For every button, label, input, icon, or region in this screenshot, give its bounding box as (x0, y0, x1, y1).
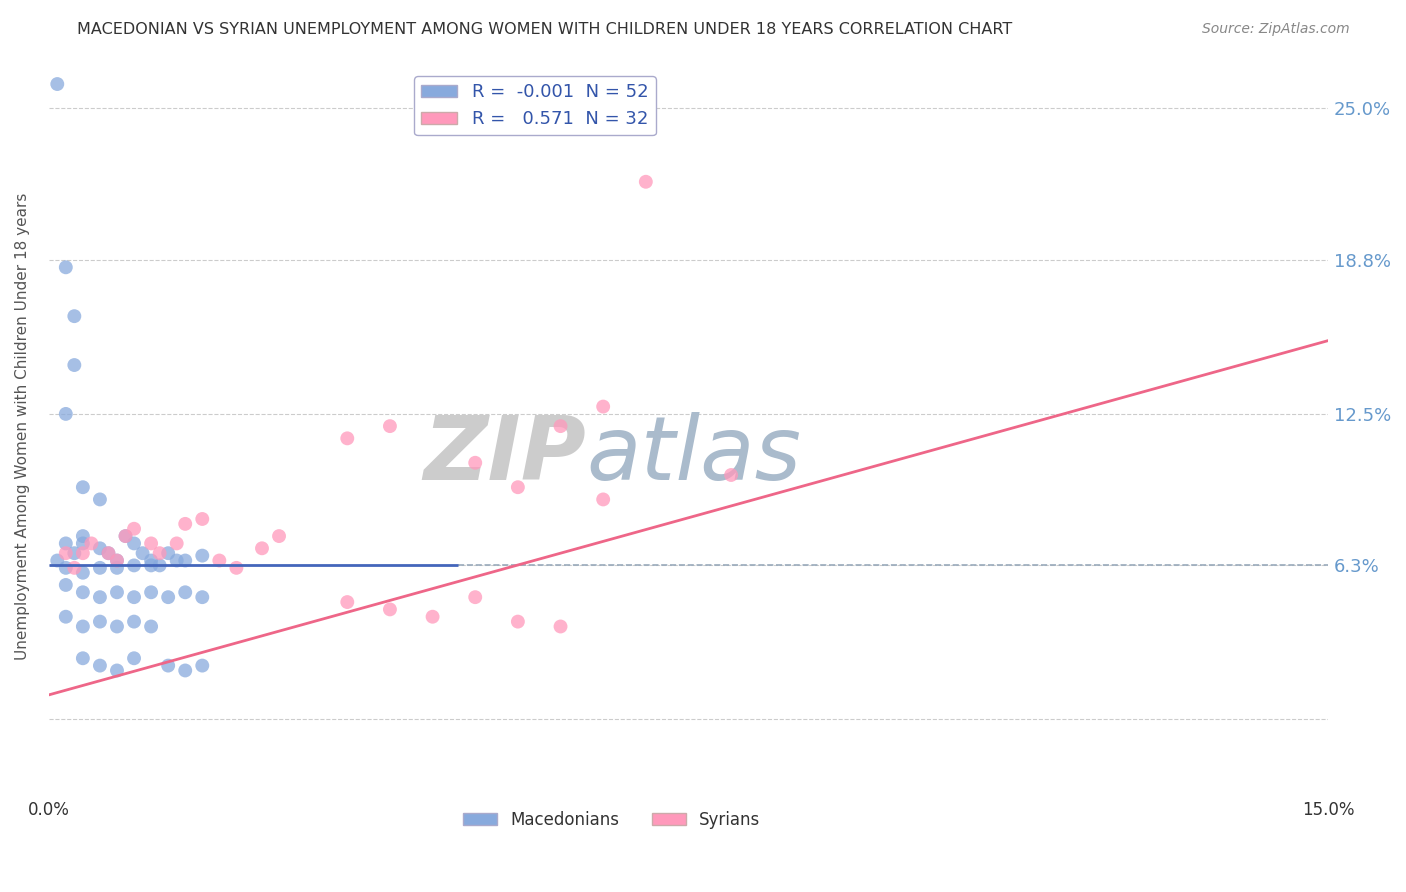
Point (55, 536, 77, 550)
Point (139, 536, 162, 550)
Point (105, 561, 128, 575)
Point (122, 590, 145, 604)
Point (89, 561, 111, 575)
Point (122, 558, 145, 573)
Point (174, 553, 197, 567)
Point (506, 615, 529, 629)
Point (139, 619, 162, 633)
Point (55, 609, 77, 624)
Point (592, 400, 614, 414)
Point (191, 549, 214, 563)
Point (422, 609, 444, 624)
Point (208, 553, 231, 567)
Point (149, 546, 172, 560)
Point (105, 585, 128, 599)
Point (46, 77, 69, 91)
Legend: Macedonians, Syrians: Macedonians, Syrians (457, 805, 766, 836)
Point (174, 664, 197, 678)
Point (157, 546, 180, 560)
Point (63, 546, 86, 560)
Point (80, 536, 103, 550)
Point (157, 658, 180, 673)
Point (105, 553, 128, 567)
Point (105, 553, 128, 567)
Point (157, 590, 180, 604)
Point (122, 615, 145, 629)
Point (55, 260, 77, 275)
Point (63, 561, 86, 575)
Point (72, 546, 94, 560)
Point (336, 595, 359, 609)
Point (63, 309, 86, 323)
Point (336, 431, 359, 445)
Point (46, 553, 69, 567)
Point (72, 585, 94, 599)
Point (89, 492, 111, 507)
Point (592, 492, 614, 507)
Point (378, 602, 401, 616)
Point (191, 658, 214, 673)
Point (149, 558, 172, 573)
Point (122, 536, 145, 550)
Point (166, 536, 188, 550)
Point (55, 561, 77, 575)
Point (464, 590, 486, 604)
Y-axis label: Unemployment Among Women with Children Under 18 years: Unemployment Among Women with Children U… (15, 193, 30, 660)
Point (191, 512, 214, 526)
Point (55, 578, 77, 592)
Point (114, 529, 136, 543)
Point (267, 529, 290, 543)
Text: atlas: atlas (586, 412, 801, 499)
Point (72, 566, 94, 580)
Point (89, 615, 111, 629)
Point (97, 546, 120, 560)
Point (63, 358, 86, 372)
Point (634, 175, 657, 189)
Point (114, 529, 136, 543)
Point (550, 419, 572, 434)
Point (720, 468, 742, 483)
Point (191, 590, 214, 604)
Point (89, 658, 111, 673)
Point (166, 553, 188, 567)
Point (55, 407, 77, 421)
Point (139, 558, 162, 573)
Point (131, 546, 153, 560)
Text: Source: ZipAtlas.com: Source: ZipAtlas.com (1202, 22, 1350, 37)
Point (72, 480, 94, 494)
Point (72, 536, 94, 550)
Point (550, 619, 572, 633)
Point (139, 585, 162, 599)
Point (72, 651, 94, 665)
Point (174, 585, 197, 599)
Point (506, 480, 529, 494)
Point (55, 546, 77, 560)
Point (464, 456, 486, 470)
Point (174, 516, 197, 531)
Point (72, 619, 94, 633)
Point (122, 651, 145, 665)
Point (378, 419, 401, 434)
Point (105, 664, 128, 678)
Point (225, 561, 247, 575)
Point (72, 529, 94, 543)
Text: MACEDONIAN VS SYRIAN UNEMPLOYMENT AMONG WOMEN WITH CHILDREN UNDER 18 YEARS CORRE: MACEDONIAN VS SYRIAN UNEMPLOYMENT AMONG … (77, 22, 1012, 37)
Point (89, 541, 111, 556)
Point (250, 541, 273, 556)
Point (89, 590, 111, 604)
Point (122, 522, 145, 536)
Point (105, 619, 128, 633)
Text: ZIP: ZIP (423, 412, 586, 499)
Point (139, 553, 162, 567)
Point (97, 546, 120, 560)
